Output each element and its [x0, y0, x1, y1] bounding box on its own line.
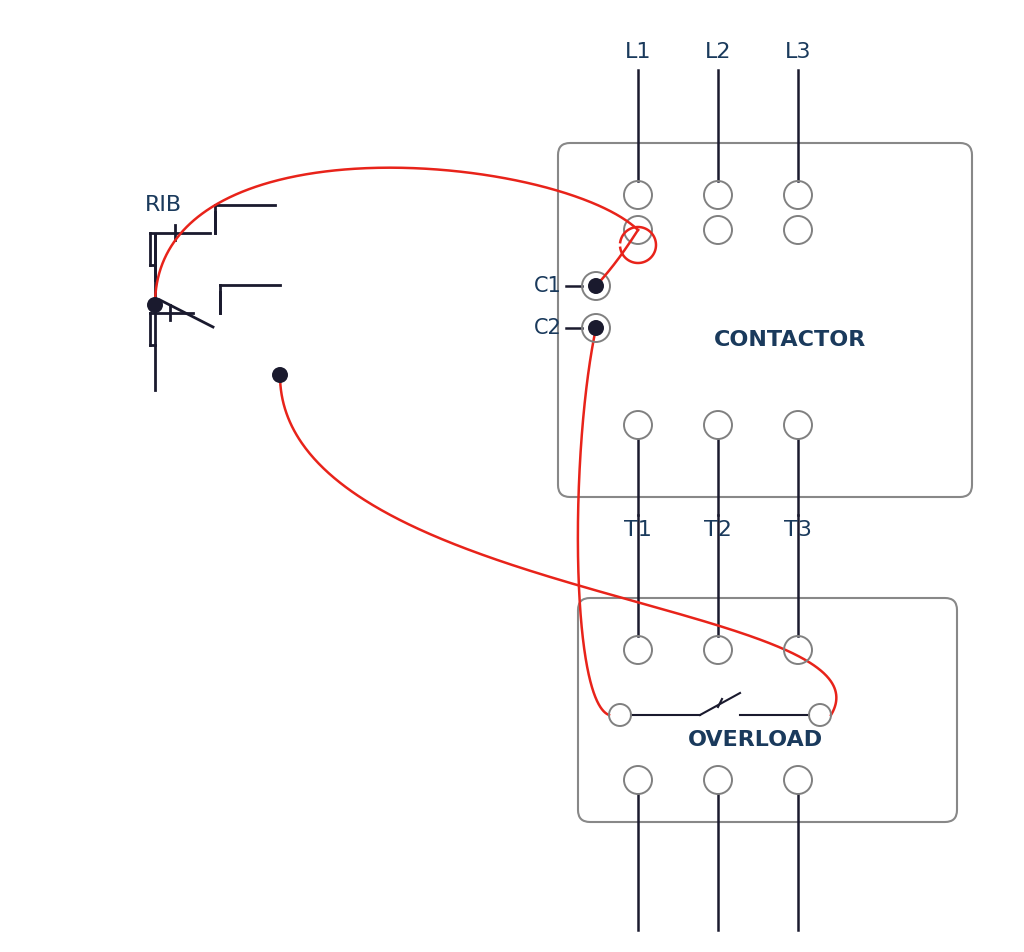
Text: L2: L2: [705, 42, 731, 62]
Text: T3: T3: [784, 520, 812, 540]
FancyBboxPatch shape: [578, 598, 957, 822]
Text: C2: C2: [535, 318, 562, 338]
Circle shape: [147, 297, 163, 313]
Text: CONTACTOR: CONTACTOR: [714, 330, 866, 350]
Text: L1: L1: [625, 42, 651, 62]
Circle shape: [588, 320, 604, 336]
Text: C1: C1: [535, 276, 562, 296]
Text: L3: L3: [784, 42, 811, 62]
Circle shape: [588, 278, 604, 294]
Text: OVERLOAD: OVERLOAD: [687, 730, 822, 750]
Circle shape: [272, 367, 288, 383]
Text: RIB: RIB: [145, 195, 182, 215]
Text: T1: T1: [624, 520, 652, 540]
Text: T2: T2: [705, 520, 732, 540]
FancyBboxPatch shape: [558, 143, 972, 497]
